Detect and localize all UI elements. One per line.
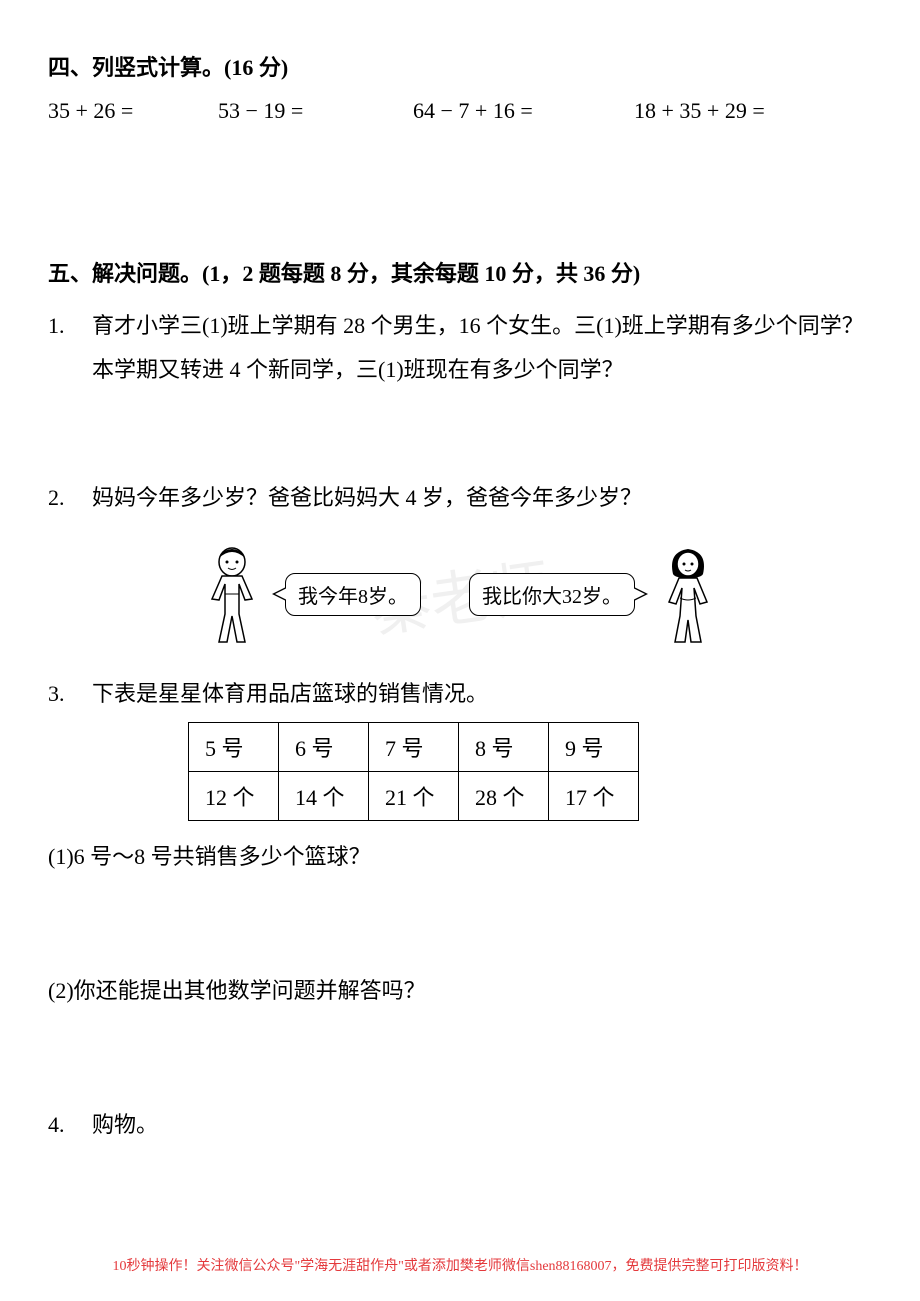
table-cell: 21 个	[369, 772, 459, 821]
q2-text: 妈妈今年多少岁？爸爸比妈妈大 4 岁，爸爸今年多少岁？	[92, 476, 872, 520]
table-cell: 5 号	[189, 723, 279, 772]
blank-space	[48, 406, 872, 476]
q1-number: 1.	[48, 304, 92, 392]
eq-1: 35 + 26 =	[48, 98, 133, 124]
speech-bubble-boy: 我今年8岁。	[285, 573, 421, 616]
question-1: 1. 育才小学三(1)班上学期有 28 个男生，16 个女生。三(1)班上学期有…	[48, 304, 872, 392]
q2-number: 2.	[48, 476, 92, 520]
sales-table: 5 号 6 号 7 号 8 号 9 号 12 个 14 个 21 个 28 个 …	[188, 722, 639, 821]
table-row: 12 个 14 个 21 个 28 个 17 个	[189, 772, 639, 821]
q3-number: 3.	[48, 672, 92, 716]
section5-title: 五、解决问题。(1，2 题每题 8 分，其余每题 10 分，共 36 分)	[48, 256, 872, 288]
table-cell: 8 号	[459, 723, 549, 772]
table-cell: 17 个	[549, 772, 639, 821]
eq-4: 18 + 35 + 29 =	[634, 98, 765, 124]
table-row: 5 号 6 号 7 号 8 号 9 号	[189, 723, 639, 772]
blank-space	[48, 136, 872, 256]
q4-number: 4.	[48, 1103, 92, 1147]
mom-icon	[653, 544, 723, 644]
question-3: 3. 下表是星星体育用品店篮球的销售情况。	[48, 672, 872, 716]
table-cell: 6 号	[279, 723, 369, 772]
q2-illustration: 秦老师 我今年8岁。 我比你大32岁。	[48, 534, 872, 654]
question-2: 2. 妈妈今年多少岁？爸爸比妈妈大 4 岁，爸爸今年多少岁？	[48, 476, 872, 520]
footer-promo: 10秒钟操作！关注微信公众号"学海无涯甜作舟"或者添加樊老师微信shen8816…	[0, 1255, 920, 1275]
table-cell: 9 号	[549, 723, 639, 772]
eq-2: 53 − 19 =	[218, 98, 303, 124]
blank-space	[48, 879, 872, 969]
q3-sub2: (2)你还能提出其他数学问题并解答吗？	[48, 969, 872, 1013]
table-cell: 7 号	[369, 723, 459, 772]
table-cell: 28 个	[459, 772, 549, 821]
boy-icon	[197, 544, 267, 644]
speech-bubble-mom: 我比你大32岁。	[469, 573, 635, 616]
eq-3: 64 − 7 + 16 =	[413, 98, 533, 124]
q1-text: 育才小学三(1)班上学期有 28 个男生，16 个女生。三(1)班上学期有多少个…	[92, 304, 872, 392]
table-cell: 12 个	[189, 772, 279, 821]
section4-title: 四、列竖式计算。(16 分)	[48, 50, 872, 82]
q3-sub1: (1)6 号～8 号共销售多少个篮球？	[48, 835, 872, 879]
blank-space	[48, 1013, 872, 1103]
section4-equations: 35 + 26 = 53 − 19 = 64 − 7 + 16 = 18 + 3…	[48, 98, 872, 128]
worksheet-page: 四、列竖式计算。(16 分) 35 + 26 = 53 − 19 = 64 − …	[0, 0, 920, 1181]
table-cell: 14 个	[279, 772, 369, 821]
q4-text: 购物。	[92, 1103, 872, 1147]
question-4: 4. 购物。	[48, 1103, 872, 1147]
q3-text: 下表是星星体育用品店篮球的销售情况。	[92, 672, 872, 716]
